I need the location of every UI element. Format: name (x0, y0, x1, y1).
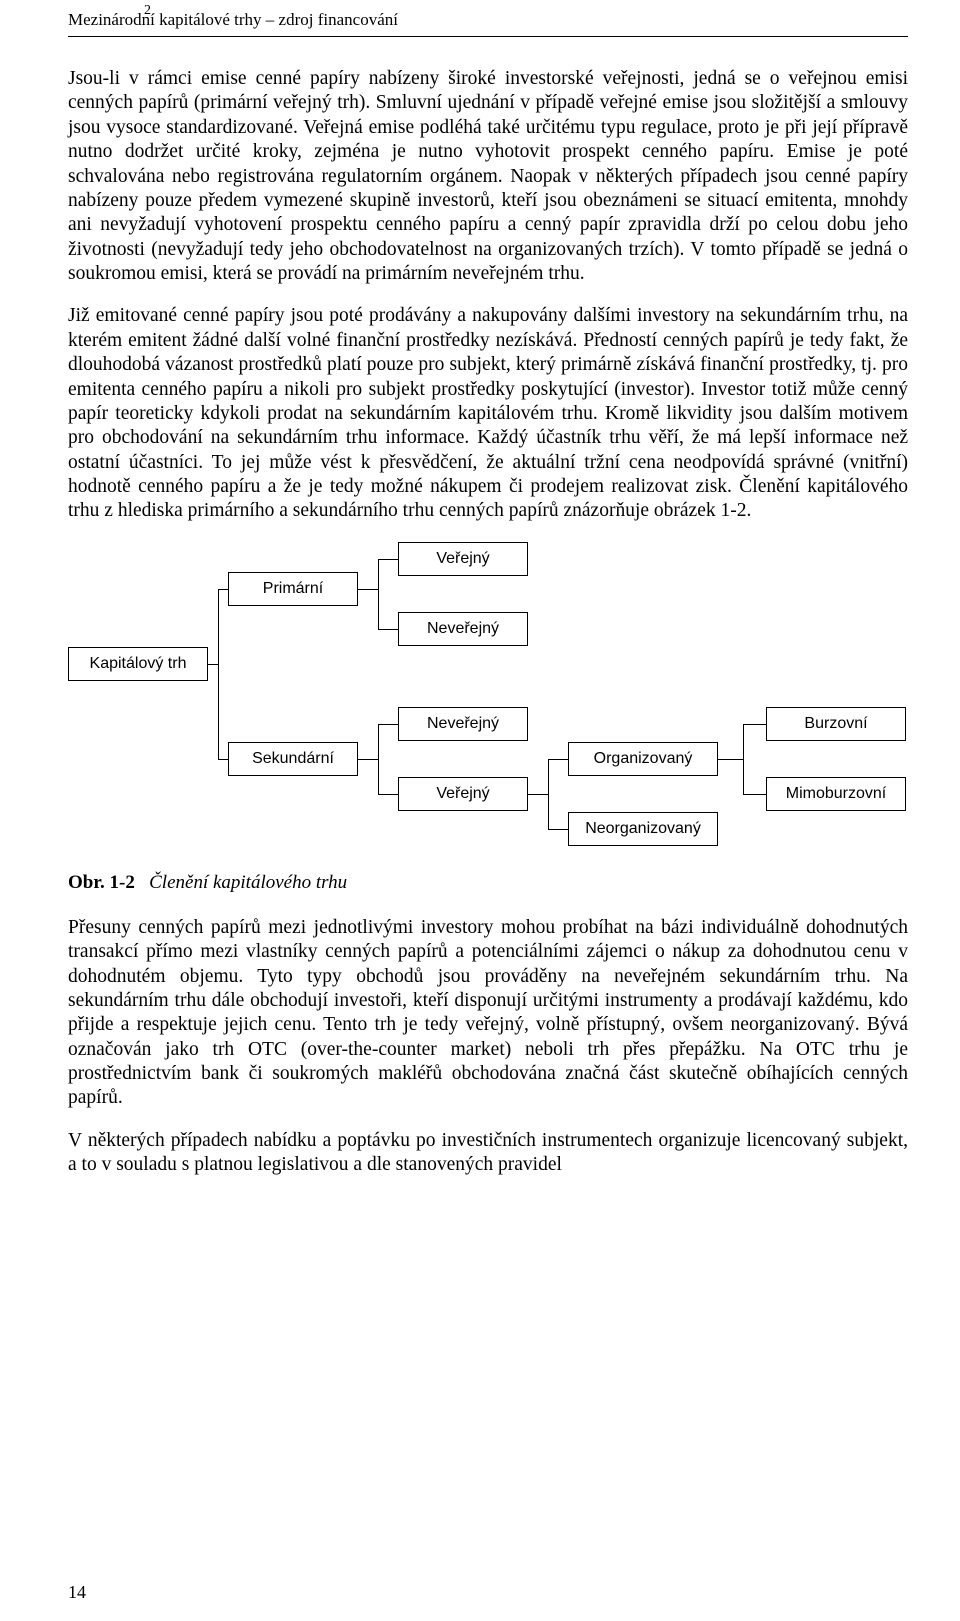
node-mimoburzovni: Mimoburzovní (766, 777, 906, 811)
paragraph-2: Již emitované cenné papíry jsou poté pro… (68, 304, 908, 523)
connector (718, 759, 743, 760)
connector (378, 794, 398, 795)
connector (218, 589, 228, 590)
connector (218, 759, 228, 760)
node-neverejny-1: Neveřejný (398, 612, 528, 646)
page-container: 2 Mezinárodní kapitálové trhy – zdroj fi… (0, 0, 960, 1621)
connector (548, 759, 568, 760)
connector (548, 829, 568, 830)
connector (358, 759, 378, 760)
connector (378, 629, 398, 630)
figure-caption-text: Členění kapitálového trhu (149, 872, 347, 893)
connector (743, 794, 766, 795)
node-verejny-1: Veřejný (398, 542, 528, 576)
node-organizovany: Organizovaný (568, 742, 718, 776)
figure-diagram: Kapitálový trh Primární Sekundární Veřej… (68, 542, 908, 862)
node-neverejny-2: Neveřejný (398, 707, 528, 741)
node-verejny-2: Veřejný (398, 777, 528, 811)
connector (218, 589, 219, 759)
figure-caption: Obr. 1-2 Členění kapitálového trhu (68, 872, 908, 894)
figure-caption-label: Obr. 1-2 (68, 872, 135, 893)
node-sekundarni: Sekundární (228, 742, 358, 776)
connector (378, 559, 398, 560)
header-superscript: 2 (144, 3, 151, 19)
connector (743, 724, 766, 725)
connector (743, 724, 744, 794)
connector (358, 589, 378, 590)
connector (528, 794, 548, 795)
connector (378, 559, 379, 629)
connector (548, 759, 549, 829)
paragraph-1: Jsou-li v rámci emise cenné papíry nabíz… (68, 67, 908, 286)
page-number: 14 (68, 1582, 86, 1603)
node-primarni: Primární (228, 572, 358, 606)
node-neorganizovany: Neorganizovaný (568, 812, 718, 846)
node-kapitalovy-trh: Kapitálový trh (68, 647, 208, 681)
running-header: Mezinárodní kapitálové trhy – zdroj fina… (68, 10, 908, 37)
paragraph-3: Přesuny cenných papírů mezi jednotlivými… (68, 916, 908, 1111)
paragraph-4: V některých případech nabídku a poptávku… (68, 1129, 908, 1178)
connector (378, 724, 398, 725)
node-burzovni: Burzovní (766, 707, 906, 741)
connector (208, 664, 218, 665)
connector (378, 724, 379, 794)
